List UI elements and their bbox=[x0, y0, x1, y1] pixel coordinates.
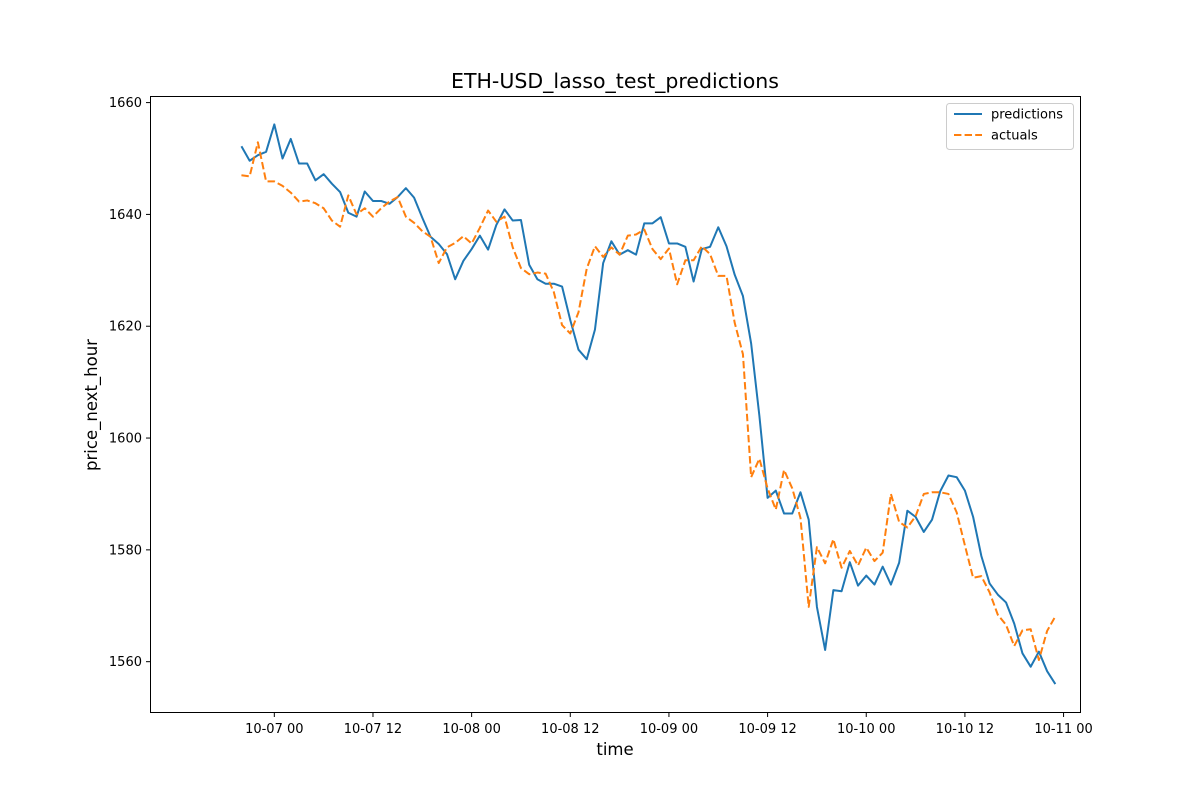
legend-label-actuals: actuals bbox=[991, 129, 1038, 144]
plot-frame bbox=[150, 96, 1081, 713]
x-tick-label: 10-09 12 bbox=[738, 722, 796, 737]
y-tick-label: 1580 bbox=[109, 543, 142, 558]
series-layer bbox=[240, 123, 1057, 685]
x-tick-label: 10-07 00 bbox=[245, 722, 303, 737]
x-axis: 10-07 00 10-07 12 10-08 00 10-08 12 10-09 00… bbox=[245, 712, 1093, 737]
x-tick-label: 10-10 00 bbox=[837, 722, 895, 737]
legend: predictions actuals bbox=[946, 103, 1074, 150]
x-axis-label: time bbox=[596, 740, 633, 759]
x-tick-label: 10-07 12 bbox=[344, 722, 402, 737]
x-tick-label: 10-08 00 bbox=[442, 722, 500, 737]
y-tick-label: 1640 bbox=[109, 208, 142, 223]
x-tick-label: 10-11 00 bbox=[1034, 722, 1092, 737]
x-tick-label: 10-10 12 bbox=[936, 722, 994, 737]
chart-title: ETH-USD_lasso_test_predictions bbox=[451, 69, 779, 94]
x-tick-label: 10-08 12 bbox=[541, 722, 599, 737]
series-line-actuals bbox=[241, 141, 1057, 661]
y-tick-label: 1560 bbox=[109, 655, 142, 670]
y-tick-label: 1620 bbox=[109, 320, 142, 335]
x-tick-label: 10-09 00 bbox=[640, 722, 698, 737]
series-line-predictions bbox=[240, 123, 1057, 685]
y-tick-label: 1660 bbox=[109, 96, 142, 111]
legend-label-predictions: predictions bbox=[991, 108, 1063, 123]
y-axis-label: price_next_hour bbox=[82, 339, 102, 471]
y-tick-label: 1600 bbox=[109, 432, 142, 447]
y-axis: 1560 1580 1600 1620 1640 1660 bbox=[109, 96, 151, 670]
